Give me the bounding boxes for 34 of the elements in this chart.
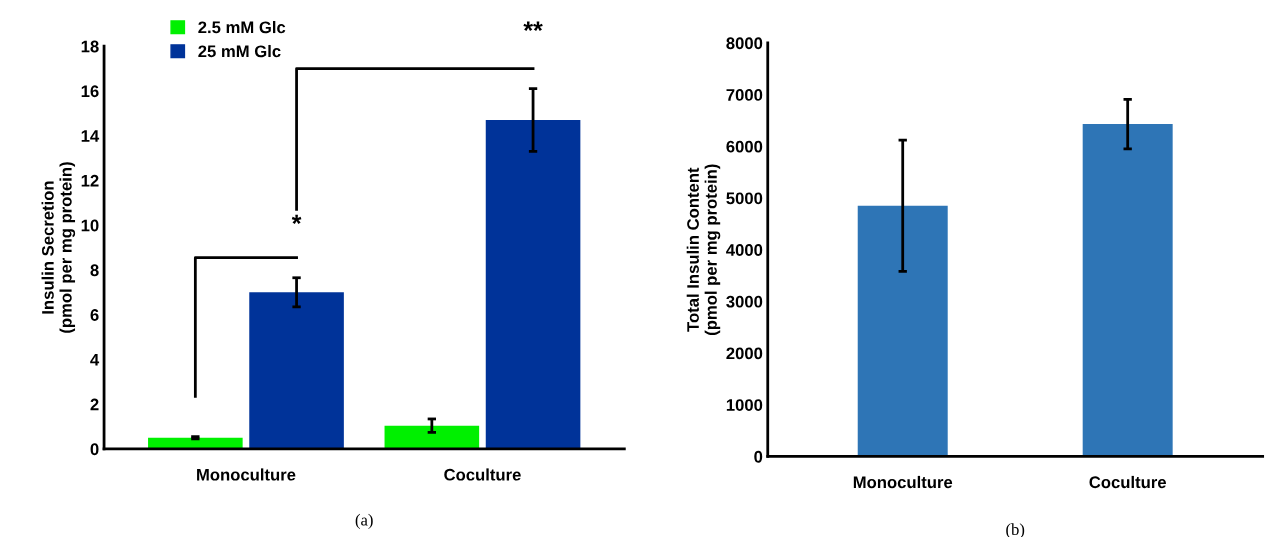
bar (148, 437, 243, 449)
y-axis-title: Insulin Secretion (pmol per mg protein) (41, 162, 76, 333)
y-tick-label: 8000 (726, 37, 763, 50)
y-tick-label: 5000 (726, 192, 763, 205)
y-tick-label: 10 (81, 219, 99, 232)
x-tick-label: Monoculture (197, 468, 296, 481)
y-tick-label: 16 (81, 85, 99, 98)
y-tick-label: 1000 (726, 399, 763, 411)
bar (249, 292, 344, 449)
y-tick-label: 12 (81, 174, 99, 187)
y-tick-label: 6 (90, 309, 99, 321)
y-tick-label: 4 (90, 354, 100, 366)
y-tick-label: 18 (81, 40, 99, 53)
legend-label: 2.5 mM Glc (198, 21, 286, 34)
y-tick-label: 2000 (726, 347, 763, 360)
x-tick-label: Monoculture (853, 475, 953, 489)
bar (384, 425, 480, 449)
y-tick-label: 4000 (726, 244, 763, 256)
bar (485, 120, 581, 449)
y-tick-label: 8 (90, 264, 99, 277)
legend-label: 25 mM Glc (198, 44, 281, 58)
y-tick-label: 0 (90, 443, 99, 456)
y-tick-label: 3000 (726, 295, 763, 308)
annotation: * (291, 214, 302, 224)
y-tick-label: 7000 (726, 89, 763, 101)
text: ** (523, 21, 543, 31)
x-tick-label: Coculture (444, 468, 521, 481)
x-tick-label: Coculture (1089, 475, 1166, 489)
text: (a) (355, 513, 373, 529)
y-tick-label: 2 (90, 398, 99, 411)
y-tick-label: 0 (754, 450, 763, 463)
y-tick-label: 14 (81, 130, 100, 142)
y-axis-title: Total Insulin Content (pmol per mg protein) (686, 164, 721, 335)
y-tick-label: 6000 (726, 140, 763, 153)
